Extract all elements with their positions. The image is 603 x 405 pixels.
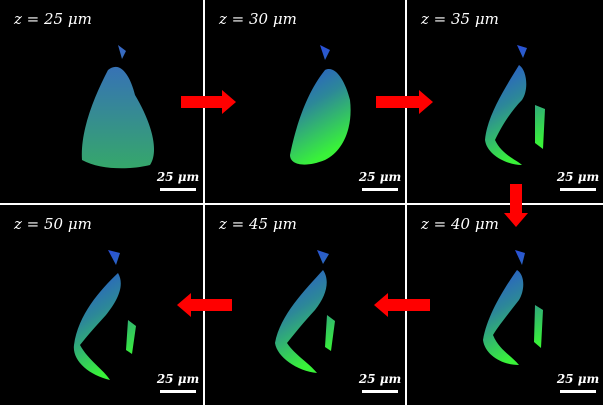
scale-bar-label: 25 μm bbox=[156, 170, 199, 184]
depth-label: z = 30 μm bbox=[218, 10, 297, 28]
depth-label: z = 25 μm bbox=[13, 10, 92, 28]
panel: z = 25 μm 25 μm bbox=[0, 0, 203, 203]
scale-bar bbox=[560, 390, 596, 393]
scale-bar bbox=[362, 188, 398, 191]
scale-bar bbox=[560, 188, 596, 191]
figure: z = 25 μm 25 μm z = 30 μm 25 μm z = 35 μm 25 … bbox=[0, 0, 603, 405]
scale-bar bbox=[362, 390, 398, 393]
depth-label: z = 50 μm bbox=[13, 215, 92, 233]
panel: z = 40 μm 25 μm bbox=[407, 205, 603, 405]
scale-bar-label: 25 μm bbox=[156, 372, 199, 386]
depth-label: z = 35 μm bbox=[420, 10, 499, 28]
scale-bar-label: 25 μm bbox=[358, 170, 401, 184]
scale-bar-label: 25 μm bbox=[556, 170, 599, 184]
scale-bar-label: 25 μm bbox=[556, 372, 599, 386]
scale-bar bbox=[160, 390, 196, 393]
scale-bar-label: 25 μm bbox=[358, 372, 401, 386]
depth-label: z = 40 μm bbox=[420, 215, 499, 233]
panel: z = 35 μm 25 μm bbox=[407, 0, 603, 203]
scale-bar bbox=[160, 188, 196, 191]
panel: z = 50 μm 25 μm bbox=[0, 205, 203, 405]
depth-label: z = 45 μm bbox=[218, 215, 297, 233]
